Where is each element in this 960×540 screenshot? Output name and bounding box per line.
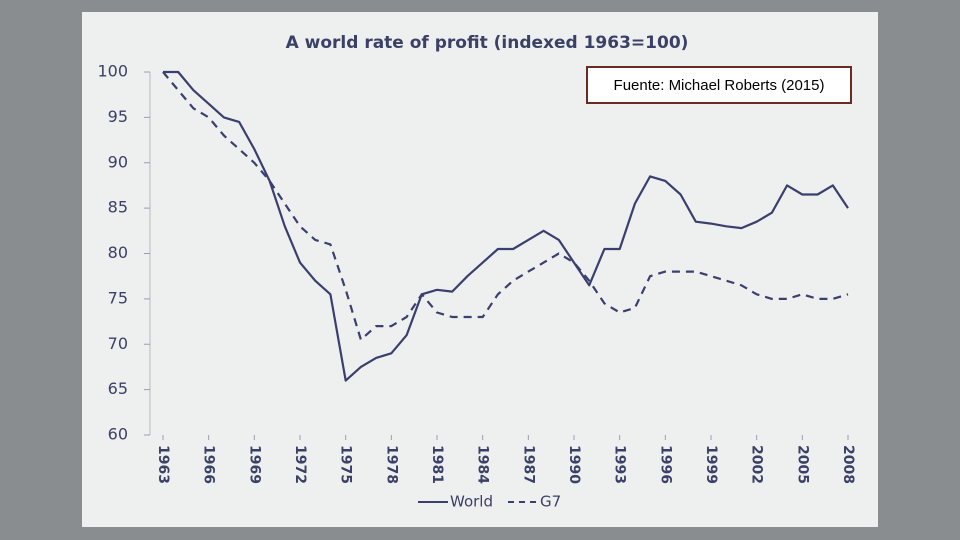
x-tick-label: 2008 (840, 445, 856, 484)
x-tick-label: 1978 (383, 445, 399, 484)
y-tick-label: 60 (108, 425, 128, 444)
series-line (162, 71, 849, 341)
y-tick-label: 65 (108, 379, 128, 398)
series-line (163, 70, 849, 382)
x-tick-label: 1981 (429, 445, 445, 484)
x-tick-label: 2002 (749, 445, 765, 484)
y-tick-label: 100 (97, 62, 128, 81)
y-tick-label: 75 (108, 288, 128, 307)
x-tick-label: 1987 (520, 445, 536, 484)
x-tick-label: 1972 (292, 445, 308, 484)
y-tick-label: 95 (108, 107, 128, 126)
x-tick-label: 1966 (201, 445, 217, 484)
x-tick-label: 1990 (566, 445, 582, 484)
chart-title: A world rate of profit (indexed 1963=100… (286, 33, 689, 53)
x-tick-label: 2005 (794, 445, 810, 484)
source-note: Fuente: Michael Roberts (2015) (586, 66, 852, 104)
legend-label: World (450, 493, 493, 511)
legend-label: G7 (540, 493, 561, 511)
x-tick-label: 1993 (612, 445, 628, 484)
x-tick-label: 1999 (703, 445, 719, 484)
y-tick-label: 70 (108, 334, 128, 353)
x-tick-label: 1963 (155, 445, 171, 484)
y-tick-label: 90 (108, 152, 128, 171)
x-tick-label: 1984 (475, 445, 491, 484)
x-tick-label: 1996 (657, 445, 673, 484)
x-tick-label: 1969 (246, 445, 262, 484)
y-tick-label: 85 (108, 198, 128, 217)
x-tick-label: 1975 (338, 445, 354, 484)
y-tick-label: 80 (108, 243, 128, 262)
